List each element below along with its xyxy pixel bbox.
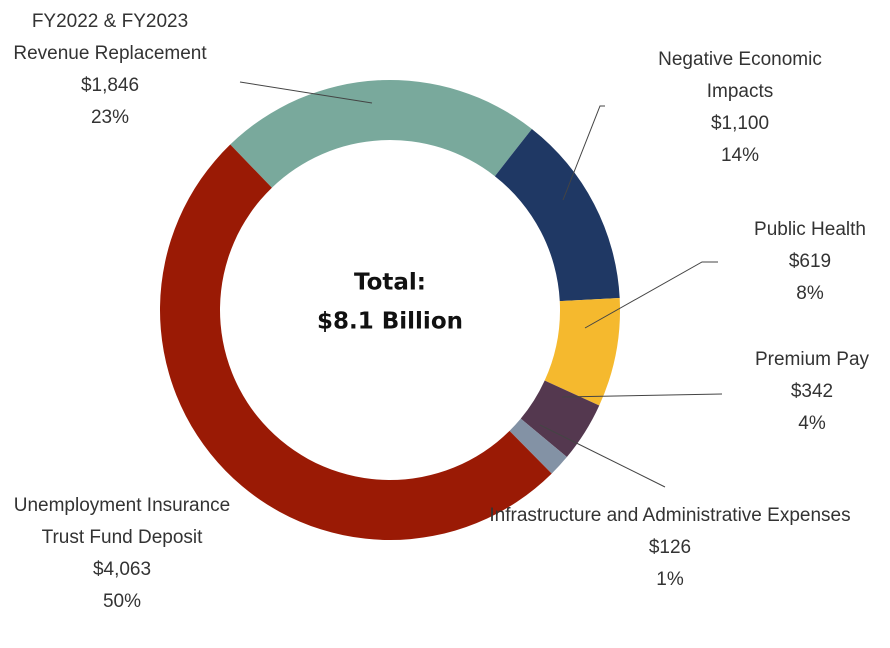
slices — [159, 79, 620, 541]
leader-line — [239, 81, 373, 104]
value-label: 1% — [656, 569, 684, 590]
category-label: Premium Pay — [754, 349, 870, 370]
slice — [509, 418, 567, 474]
category-label: Unemployment Insurance Trust Fund Deposi… — [13, 495, 231, 548]
slice — [520, 380, 600, 458]
slice-label: FY2022 & FY2023 Revenue Replacement $1,84… — [5, 6, 215, 134]
value-label: 50% — [102, 591, 142, 612]
value-label: 8% — [796, 283, 824, 304]
leader-line — [562, 105, 605, 201]
slice-label: Public Health $619 8% — [725, 214, 890, 310]
value-label: $342 — [790, 381, 834, 402]
category-label: Negative Economic Impacts — [658, 49, 822, 102]
category-label: Public Health — [754, 219, 866, 240]
value-label: $4,063 — [92, 559, 152, 580]
slice — [544, 297, 620, 406]
leader-line — [539, 424, 666, 488]
category-label: FY2022 & FY2023 Revenue Replacement — [13, 11, 207, 64]
leader-line — [584, 261, 718, 329]
slice — [494, 128, 620, 302]
center-label: $8.1 Billion — [317, 309, 463, 335]
value-label: $619 — [788, 251, 832, 272]
slice-label: Premium Pay $342 4% — [727, 344, 890, 440]
slice — [230, 79, 532, 188]
value-label: 4% — [798, 413, 826, 434]
value-label: 23% — [90, 107, 130, 128]
leader-line — [561, 393, 723, 398]
slice — [159, 144, 552, 541]
slice-label: Infrastructure and Administrative Expens… — [475, 500, 865, 596]
value-label: 14% — [720, 145, 760, 166]
slice-label: Unemployment Insurance Trust Fund Deposi… — [0, 490, 247, 618]
value-label: $1,100 — [710, 113, 770, 134]
value-label: $126 — [648, 537, 692, 558]
category-label: Infrastructure and Administrative Expens… — [489, 505, 851, 526]
slice-label: Negative Economic Impacts $1,100 14% — [625, 44, 855, 172]
value-label: $1,846 — [80, 75, 140, 96]
center-label: Total: — [354, 270, 426, 296]
